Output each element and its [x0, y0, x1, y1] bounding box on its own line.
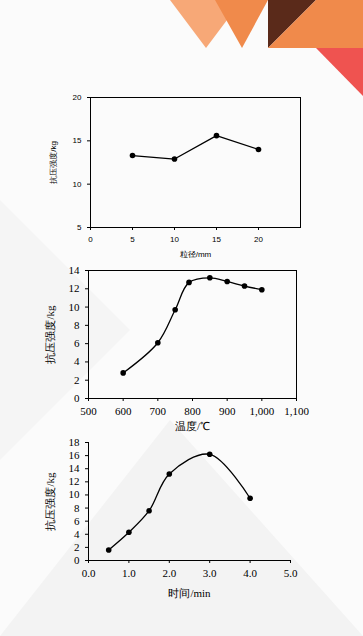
svg-text:3.0: 3.0	[203, 567, 217, 579]
svg-text:10: 10	[69, 301, 81, 313]
svg-text:1,100: 1,100	[284, 405, 309, 417]
svg-text:20: 20	[73, 93, 82, 102]
svg-text:4: 4	[74, 355, 80, 367]
svg-text:20: 20	[254, 235, 263, 244]
svg-text:5: 5	[130, 235, 135, 244]
svg-text:500: 500	[80, 405, 97, 417]
svg-text:6: 6	[74, 337, 80, 349]
svg-text:800: 800	[184, 405, 201, 417]
svg-text:温度/℃: 温度/℃	[175, 420, 210, 432]
svg-text:8: 8	[74, 319, 80, 331]
svg-text:10: 10	[69, 488, 81, 500]
svg-text:1,000: 1,000	[249, 405, 274, 417]
svg-text:5.0: 5.0	[284, 567, 298, 579]
svg-text:12: 12	[69, 475, 80, 487]
svg-text:2: 2	[74, 374, 80, 386]
svg-text:5: 5	[77, 223, 82, 232]
svg-text:14: 14	[69, 462, 81, 474]
svg-text:0: 0	[88, 235, 93, 244]
svg-text:2: 2	[74, 541, 80, 553]
svg-text:1.0: 1.0	[122, 567, 136, 579]
svg-text:12: 12	[69, 282, 80, 294]
svg-text:抗压强度/kg: 抗压强度/kg	[44, 472, 56, 531]
svg-text:900: 900	[219, 405, 236, 417]
svg-text:0: 0	[74, 554, 80, 566]
svg-text:2.0: 2.0	[162, 567, 176, 579]
svg-text:14: 14	[69, 264, 81, 276]
svg-text:10: 10	[170, 235, 179, 244]
svg-text:0: 0	[74, 392, 80, 404]
svg-text:15: 15	[73, 136, 82, 145]
svg-text:10: 10	[73, 180, 82, 189]
svg-text:抗压强度/kg: 抗压强度/kg	[49, 141, 58, 184]
svg-text:时间/min: 时间/min	[168, 587, 211, 599]
svg-text:4.0: 4.0	[243, 567, 257, 579]
svg-text:15: 15	[212, 235, 221, 244]
svg-text:18: 18	[69, 436, 81, 448]
svg-text:抗压强度/kg: 抗压强度/kg	[44, 305, 56, 364]
svg-text:8: 8	[74, 502, 80, 514]
svg-text:700: 700	[150, 405, 167, 417]
svg-text:4: 4	[74, 528, 80, 540]
svg-text:粒径/mm: 粒径/mm	[180, 250, 212, 259]
svg-text:600: 600	[115, 405, 132, 417]
svg-text:16: 16	[69, 449, 81, 461]
svg-text:0.0: 0.0	[82, 567, 96, 579]
svg-text:6: 6	[74, 515, 80, 527]
